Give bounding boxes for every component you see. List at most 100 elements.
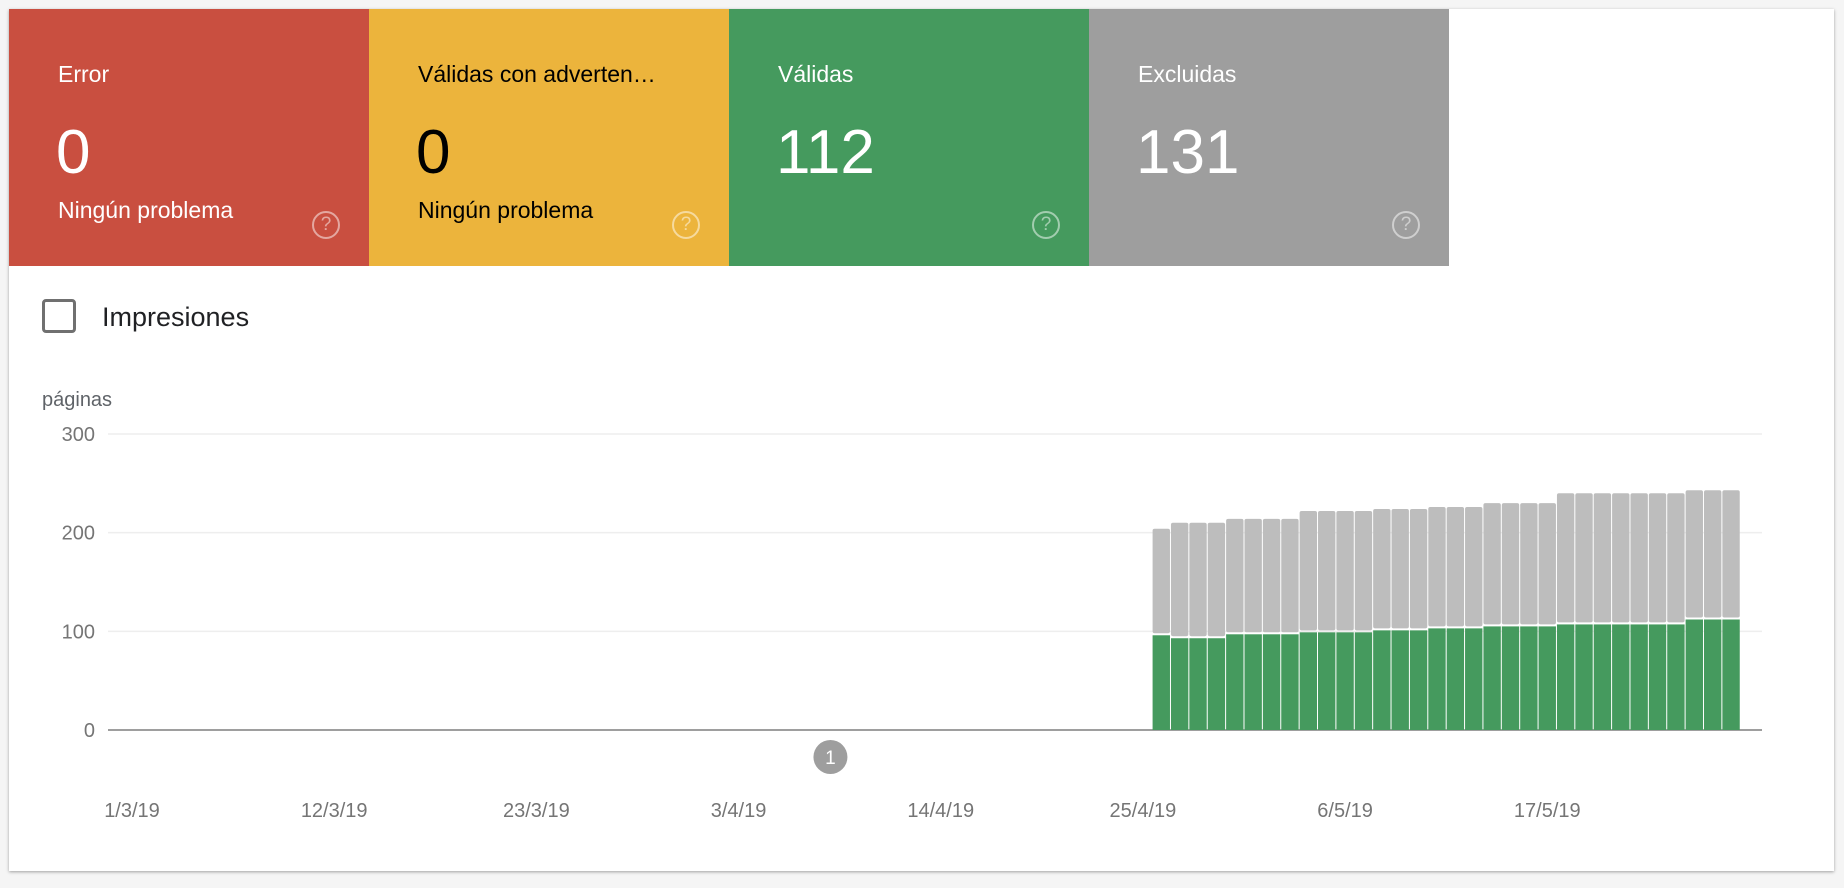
bar-excluidas	[1152, 528, 1170, 634]
bar-válidas	[1575, 624, 1593, 730]
impressions-label[interactable]: Impresiones	[102, 302, 250, 332]
bar-excluidas	[1703, 490, 1722, 618]
bar-excluidas	[1483, 503, 1501, 625]
x-tick-label: 17/5/19	[1514, 800, 1581, 822]
bar-válidas	[1667, 624, 1685, 730]
help-icon[interactable]: ?	[1392, 211, 1420, 239]
bar-válidas	[1648, 624, 1667, 730]
bar-válidas	[1281, 634, 1299, 730]
bar-excluidas	[1538, 503, 1556, 625]
bar-válidas	[1703, 619, 1722, 730]
bar-excluidas	[1556, 493, 1575, 623]
bar-válidas	[1483, 626, 1501, 730]
bar-válidas	[1354, 632, 1373, 730]
bar-excluidas	[1354, 510, 1373, 631]
annotation-marker	[813, 740, 848, 774]
bar-excluidas	[1685, 490, 1703, 618]
bar-válidas	[1336, 632, 1354, 730]
bar-válidas	[1207, 638, 1226, 730]
x-tick-label: 14/4/19	[907, 800, 974, 822]
card-value: 112	[776, 118, 875, 187]
bar-excluidas	[1722, 490, 1740, 618]
help-icon[interactable]: ?	[672, 211, 700, 239]
bar-válidas	[1612, 624, 1630, 730]
status-card-valid-with-warnings[interactable]: Válidas con adverten… 0 Ningún problema …	[369, 9, 729, 266]
y-axis-title: páginas	[42, 389, 113, 411]
x-tick-label: 3/4/19	[711, 800, 767, 822]
bar-válidas	[1373, 630, 1391, 730]
bar-válidas	[1538, 626, 1556, 730]
bar-excluidas	[1373, 508, 1391, 629]
bar-válidas	[1152, 635, 1170, 730]
card-value: 0	[56, 118, 91, 187]
x-tick-label: 12/3/19	[301, 800, 368, 822]
bar-válidas	[1685, 619, 1703, 730]
status-card-error[interactable]: Error 0 Ningún problema ?	[9, 9, 369, 266]
card-title: Excluidas	[1138, 61, 1237, 87]
bar-válidas	[1465, 628, 1483, 730]
bar-válidas	[1593, 624, 1612, 730]
y-tick-label: 300	[62, 424, 95, 446]
card-value: 131	[1136, 118, 1240, 187]
y-tick-label: 0	[84, 720, 95, 742]
impressions-checkbox[interactable]	[42, 299, 76, 333]
bar-excluidas	[1501, 503, 1520, 625]
card-value: 0	[416, 118, 451, 187]
bar-excluidas	[1262, 518, 1281, 633]
y-tick-label: 100	[62, 621, 95, 643]
bar-válidas	[1501, 626, 1520, 730]
bar-excluidas	[1226, 518, 1244, 633]
bar-válidas	[1556, 624, 1575, 730]
bar-excluidas	[1465, 507, 1483, 627]
bar-excluidas	[1281, 518, 1299, 633]
bar-excluidas	[1428, 507, 1446, 627]
bar-excluidas	[1409, 508, 1428, 629]
bar-excluidas	[1648, 493, 1667, 623]
status-card-excluded[interactable]: Excluidas 131 ?	[1089, 9, 1449, 266]
x-tick-label: 6/5/19	[1317, 800, 1373, 822]
bar-excluidas	[1336, 510, 1354, 631]
bar-excluidas	[1667, 493, 1685, 623]
bar-excluidas	[1244, 518, 1262, 633]
help-icon[interactable]: ?	[1032, 211, 1060, 239]
bar-válidas	[1391, 630, 1409, 730]
bar-válidas	[1189, 638, 1207, 730]
bar-válidas	[1318, 632, 1336, 730]
bar-excluidas	[1189, 522, 1207, 637]
x-tick-label: 1/3/19	[104, 800, 160, 822]
x-tick-label: 25/4/19	[1110, 800, 1177, 822]
bar-válidas	[1428, 628, 1446, 730]
bar-válidas	[1226, 634, 1244, 730]
bar-excluidas	[1575, 493, 1593, 623]
card-title: Error	[58, 61, 110, 87]
annotation-label: 1	[825, 748, 836, 769]
bar-válidas	[1244, 634, 1262, 730]
bar-excluidas	[1520, 503, 1538, 625]
card-title: Válidas con adverten…	[418, 61, 656, 87]
status-card-valid[interactable]: Válidas 112 ?	[729, 9, 1089, 266]
card-title: Válidas	[778, 61, 854, 87]
bar-excluidas	[1207, 522, 1226, 637]
bar-excluidas	[1593, 493, 1612, 623]
bar-excluidas	[1446, 507, 1465, 627]
bar-excluidas	[1630, 493, 1648, 623]
bar-válidas	[1722, 619, 1740, 730]
y-tick-label: 200	[62, 523, 95, 545]
bar-válidas	[1170, 638, 1189, 730]
card-subtitle: Ningún problema	[418, 197, 594, 223]
bar-excluidas	[1318, 510, 1336, 631]
help-icon[interactable]: ?	[312, 211, 340, 239]
bar-válidas	[1520, 626, 1538, 730]
bar-excluidas	[1170, 522, 1189, 637]
bar-válidas	[1409, 630, 1428, 730]
x-tick-label: 23/3/19	[503, 800, 570, 822]
bar-válidas	[1299, 632, 1318, 730]
bar-válidas	[1262, 634, 1281, 730]
bar-excluidas	[1612, 493, 1630, 623]
card-subtitle: Ningún problema	[58, 197, 234, 223]
bar-válidas	[1630, 624, 1648, 730]
bar-excluidas	[1299, 510, 1318, 631]
bar-válidas	[1446, 628, 1465, 730]
bar-excluidas	[1391, 508, 1409, 629]
